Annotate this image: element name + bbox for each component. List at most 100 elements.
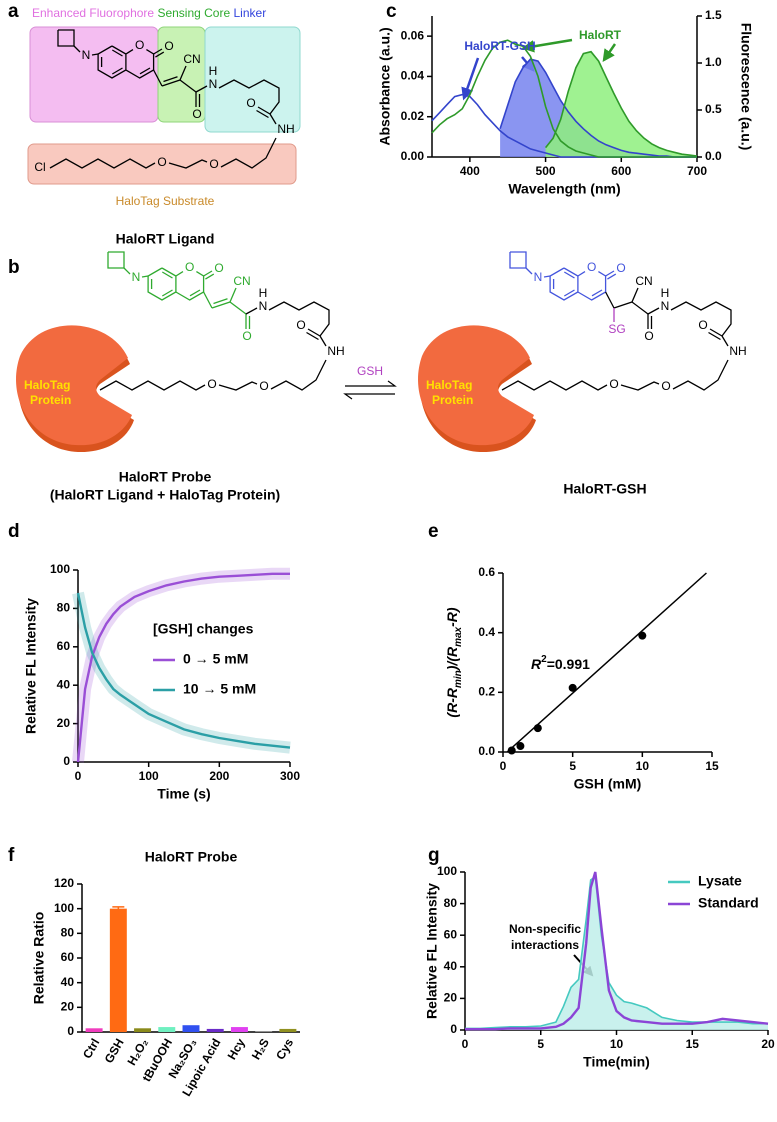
bar <box>182 1025 200 1032</box>
atom-label: CN <box>233 274 250 288</box>
bond <box>613 301 633 309</box>
annotation: Non-specific <box>509 922 581 936</box>
bond <box>245 307 258 315</box>
bond <box>509 251 527 269</box>
annotation: HaloRT <box>579 28 622 42</box>
bond <box>161 271 173 279</box>
bond <box>107 251 125 269</box>
bond <box>549 267 579 301</box>
bond <box>125 49 134 55</box>
atom-label: H <box>661 286 670 300</box>
y-tick-label: 0.2 <box>478 685 495 699</box>
legend-label: Lysate <box>698 873 742 889</box>
equilibrium-arrow <box>343 393 395 400</box>
protein <box>16 325 134 453</box>
bond <box>647 307 660 315</box>
protein-label: HaloTag <box>426 378 472 392</box>
bond <box>607 273 617 280</box>
bond <box>257 106 271 115</box>
atom-label: CN <box>635 274 652 288</box>
atom-label: N <box>259 299 268 313</box>
region-label: Sensing Core <box>157 6 230 20</box>
y-tick-label: 20 <box>61 1000 75 1014</box>
bond <box>270 359 327 391</box>
y-tick-label: 0.6 <box>478 565 495 579</box>
bond <box>501 380 608 391</box>
y-tick-label: 0.00 <box>401 149 425 163</box>
region-label: HaloTag Substrate <box>116 194 215 208</box>
atom-label: O <box>185 260 194 274</box>
annotation-part: 2 <box>541 654 547 665</box>
x-tick-label: 600 <box>611 164 631 178</box>
y2-tick-label: 1.5 <box>705 8 722 22</box>
bond <box>111 49 123 57</box>
bar <box>85 1028 103 1032</box>
y-axis-label-part: (R-R <box>444 687 460 717</box>
data-point <box>638 631 647 640</box>
caption: HaloRT Probe <box>119 469 212 485</box>
atom-label: O <box>661 379 670 393</box>
bar <box>158 1027 176 1032</box>
panel-letter: d <box>8 521 20 542</box>
bond <box>605 270 615 277</box>
annotation: interactions <box>511 938 579 952</box>
bond <box>577 271 607 301</box>
bond <box>179 79 197 93</box>
x-tick-label: 5 <box>537 1037 544 1051</box>
y-tick-label: 0 <box>450 1022 457 1036</box>
atom-label: N <box>534 270 543 284</box>
bond <box>620 381 660 391</box>
panel-letter: b <box>8 257 20 278</box>
bond <box>49 158 156 169</box>
series-area <box>545 51 697 158</box>
bond <box>179 65 187 81</box>
x-axis-label: Time(min) <box>583 1054 650 1070</box>
bond <box>708 331 721 341</box>
series-line <box>76 572 290 763</box>
y2-tick-label: 0.5 <box>705 102 722 116</box>
y-axis-label: Relative FL Intensity <box>23 598 39 734</box>
y2-tick-label: 1.0 <box>705 55 722 69</box>
annotation-arrow <box>461 57 480 101</box>
bond <box>591 289 603 297</box>
y-axis-label: Relative Ratio <box>31 912 47 1005</box>
series-line <box>499 58 697 158</box>
atom-label: O <box>207 377 216 391</box>
series-line <box>431 39 697 158</box>
legend-label: 10 → 5 mM <box>183 681 256 697</box>
bond <box>525 267 533 275</box>
atom-label: N <box>82 48 91 62</box>
bond <box>577 271 586 277</box>
x-tick-label: 10 <box>636 759 650 773</box>
atom-label: SG <box>608 322 625 336</box>
linker-box <box>204 26 301 133</box>
series-line <box>544 50 698 157</box>
bar <box>255 1031 273 1032</box>
protein <box>418 325 536 453</box>
series-area <box>500 59 697 158</box>
atom-label: N <box>209 77 218 91</box>
atom-label: O <box>587 260 596 274</box>
atom-label: O <box>157 155 166 169</box>
bond <box>189 289 201 297</box>
y-axis-label-part: max <box>453 626 464 646</box>
atom-label: NH <box>277 122 294 136</box>
x-tick-label: 0 <box>75 769 82 783</box>
data-point <box>533 724 542 733</box>
bar <box>206 1028 224 1032</box>
caption: (HaloRT Ligand + HaloTag Protein) <box>50 487 280 503</box>
y-tick-label: 0.06 <box>401 28 425 42</box>
bar <box>109 908 127 1032</box>
bond <box>155 51 165 58</box>
series-line <box>465 871 769 1031</box>
atom-label: O <box>209 157 218 171</box>
y-tick-label: 40 <box>61 975 75 989</box>
panel-letter: f <box>8 845 15 866</box>
bond <box>111 67 123 75</box>
chart-title: HaloRT Probe <box>145 849 238 865</box>
bond <box>672 359 729 391</box>
annotation: HaloRT-GSH <box>464 39 535 53</box>
bond <box>147 267 177 301</box>
